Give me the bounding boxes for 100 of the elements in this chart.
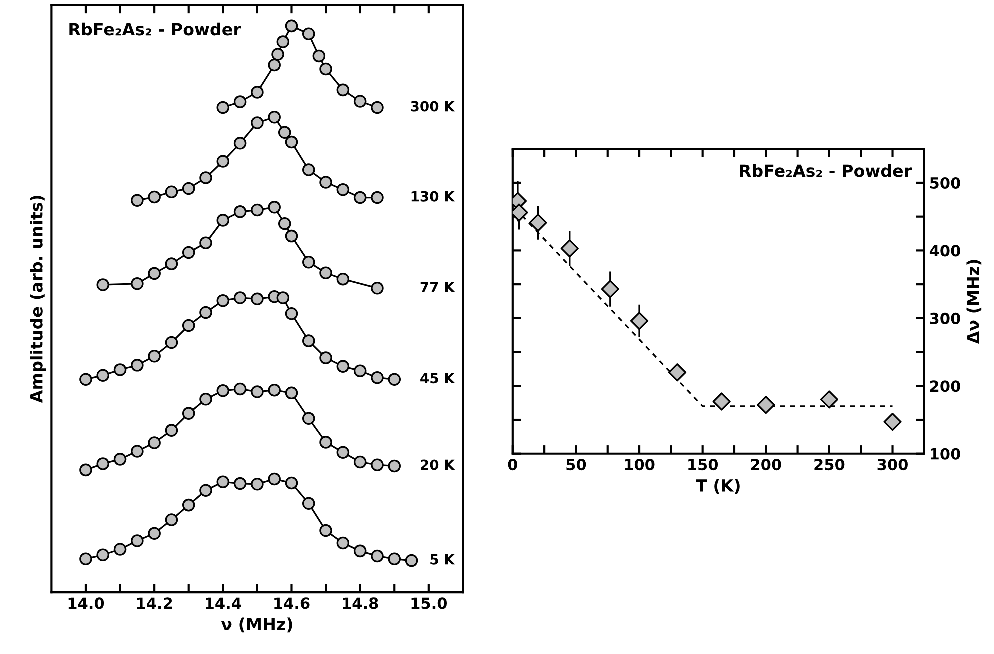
point [234,292,247,304]
point [200,236,212,250]
point [148,527,161,540]
point [354,364,367,378]
point [80,552,92,566]
point [302,412,316,426]
point [165,424,178,437]
point [165,514,178,526]
point [388,552,402,566]
x-tick-label: 200 [751,459,782,471]
point [712,392,731,411]
point [182,407,196,420]
x-tick-label: 15.0 [412,598,448,610]
point [272,48,284,61]
point [320,176,332,189]
x-tick-label: 100 [625,459,655,471]
point [251,204,264,217]
point [80,464,92,477]
series-label: 20 K [421,460,456,470]
point [336,183,350,196]
point [131,534,144,548]
point [285,307,298,320]
y-tick-label: 400 [930,245,960,257]
point [371,191,384,204]
point [80,373,92,386]
y-tick-label: 100 [931,448,960,460]
x-tick-label: 150 [688,459,718,471]
x-tick-label: 14.2 [137,598,172,609]
annotation: RbFe₂As₂ - Powder [70,22,242,36]
point [96,458,110,470]
point [371,101,384,114]
point [148,190,161,204]
y-tick-label: 200 [930,380,960,392]
point [560,240,579,258]
point [200,172,212,184]
point [820,390,839,409]
point [302,334,316,348]
point [251,86,264,99]
point [278,126,292,140]
point [388,460,402,473]
y-tick-label: 300 [930,312,960,324]
point [354,95,367,108]
point [285,136,298,149]
y-tick-label: 500 [930,177,960,189]
point [388,373,402,386]
point [320,266,332,280]
y-axis-title: Δν (MHz) [966,260,982,344]
point [216,294,230,308]
point [114,364,127,376]
point [529,214,548,232]
point [320,524,332,538]
y-axis-title: Amplitude (arb. units) [30,196,46,404]
series-label: 5 K [430,554,456,565]
point [285,230,298,243]
point [200,306,212,320]
x-tick-label: 14.8 [343,598,378,610]
point [320,436,332,449]
x-tick-label: 14.4 [206,598,242,609]
point [165,258,178,270]
point [182,498,196,512]
point [200,393,212,406]
point [302,497,316,510]
series-label: 45 K [420,373,456,384]
x-tick-label: 0 [508,459,518,471]
point [216,155,230,168]
point [302,164,316,176]
point [268,384,281,397]
point [96,369,110,382]
point [131,277,144,290]
point [234,382,247,396]
x-tick-label: 14.0 [68,598,104,610]
point [371,371,384,384]
point [601,280,620,298]
x-tick-label: 250 [814,459,845,471]
point [216,214,230,227]
point [234,477,247,490]
point [131,445,144,458]
point [268,472,281,486]
point [285,386,298,400]
point [302,256,316,269]
point [148,267,161,280]
point [234,96,247,108]
point [371,458,384,472]
point [312,50,326,63]
point [234,137,247,150]
point [251,292,264,306]
point [216,476,230,488]
point [251,116,264,130]
point [336,272,350,286]
point [131,359,144,372]
point [96,278,110,292]
text: 130 K [412,191,456,202]
point [320,62,332,76]
point [182,246,196,260]
point [216,384,230,398]
point [200,484,212,497]
point [165,336,178,350]
x-tick-label: 14.6 [274,598,310,610]
point [165,186,178,199]
point [251,386,264,398]
